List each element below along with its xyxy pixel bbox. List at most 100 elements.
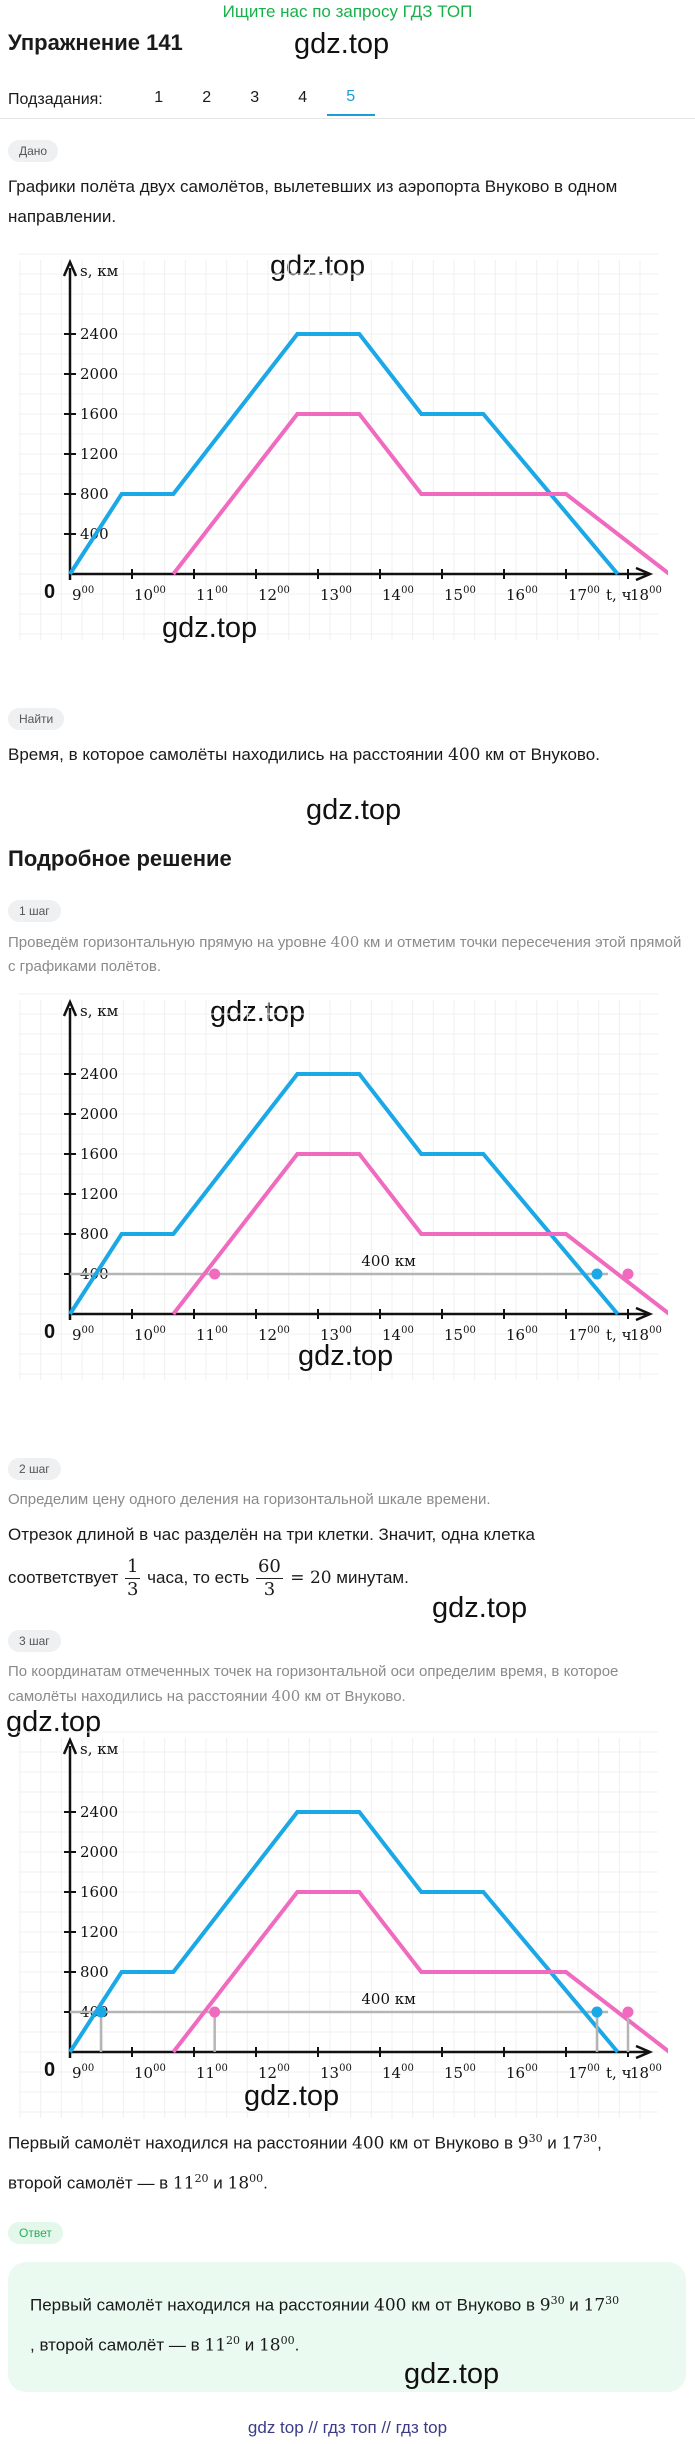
x-tick-label: 1500 — [444, 585, 476, 604]
watermark: gdz.top — [210, 996, 306, 1028]
find-chip: Найти — [8, 708, 65, 730]
chart-step1: s, км 400 800 1200 1600 2000 2400 900 1000 1100 12… — [8, 980, 668, 1390]
y-axis-label: s, км — [80, 1740, 119, 1758]
y-axis-arrow — [62, 258, 78, 277]
watermark: gdz.top — [404, 2358, 500, 2390]
chart-grid — [18, 1731, 658, 2118]
y-tick-label: 2000 — [80, 365, 118, 383]
subtask-tabs: Подзадания: 1 2 3 4 5 — [8, 84, 375, 116]
origin-label: 0 — [44, 581, 55, 603]
y-tick-label: 800 — [80, 1963, 109, 1981]
tab-2[interactable]: 2 — [202, 89, 212, 106]
x-tick-label: 1300 — [320, 585, 352, 604]
watermark: gdz.top — [6, 1706, 102, 1738]
watermark: gdz.top — [294, 28, 390, 60]
y-tick-label: 2400 — [80, 1803, 118, 1821]
y-tick-label: 1600 — [80, 405, 118, 423]
y-tick-label: 1200 — [80, 1185, 118, 1203]
y-axis-arrow — [62, 998, 78, 1017]
top-banner[interactable]: Ищите нас по запросу ГДЗ ТОП — [222, 2, 473, 21]
given-text: Графики полёта двух самолётов, вылетевши… — [8, 177, 618, 226]
y-tick-label: 2400 — [80, 325, 118, 343]
x-tick-label: 1600 — [506, 585, 538, 604]
watermark: gdz.top — [244, 2080, 340, 2112]
watermark: gdz.top — [298, 1340, 394, 1372]
x-tick-label: 1400 — [382, 2063, 414, 2082]
intersection-point-plane1 — [591, 1268, 603, 1280]
x-axis-label: t, ч — [606, 1326, 632, 1344]
tab-5[interactable]: 5 — [326, 84, 375, 116]
step2-gray: Определим цену одного деления на горизон… — [8, 1491, 491, 1508]
y-tick-label: 800 — [80, 1225, 109, 1243]
tab-1[interactable]: 1 — [154, 89, 164, 106]
y-tick-label: 1600 — [80, 1145, 118, 1163]
x-tick-label: 1000 — [134, 1325, 166, 1344]
x-tick-label: 1000 — [134, 2063, 166, 2082]
series-line-plane1 — [68, 1810, 620, 2054]
footer-links[interactable]: gdz top // гдз топ // гдз top — [247, 2418, 448, 2437]
step2-line1: Отрезок длиной в час разделён на три кле… — [8, 1525, 536, 1544]
step3-chip: 3 шаг — [8, 1630, 61, 1652]
series-line-plane1 — [68, 1072, 620, 1316]
y-tick-label: 2000 — [80, 1105, 118, 1123]
x-tick-label: 1800 — [630, 2063, 662, 2082]
intersection-point-plane1 — [591, 2006, 603, 2018]
x-tick-label: 1200 — [258, 585, 290, 604]
y-axis-label: s, км — [80, 262, 119, 280]
tab-3[interactable]: 3 — [250, 89, 260, 106]
watermark: gdz.top — [306, 794, 402, 826]
answer-line2: , второй самолёт — в 1120 и 1800. — [30, 2334, 300, 2356]
guide-label: 400 км — [361, 1252, 416, 1270]
given-chip: Дано — [8, 140, 59, 162]
x-tick-label: 1000 — [134, 585, 166, 604]
x-tick-label: 1100 — [196, 2063, 228, 2082]
x-tick-label: 900 — [72, 1325, 94, 1344]
watermark: gdz.top — [432, 1592, 528, 1624]
y-axis-arrow — [62, 1736, 78, 1755]
x-tick-label: 1500 — [444, 1325, 476, 1344]
fraction: 60 3 — [255, 1556, 283, 1600]
series-line-plane1 — [68, 332, 620, 576]
find-text: Время, в которое самолёты находились на … — [8, 745, 600, 765]
y-axis-label: s, км — [80, 1002, 119, 1020]
series-line-plane2 — [171, 412, 668, 576]
y-tick-label: 2400 — [80, 1065, 118, 1083]
step3-result-line2: второй самолёт — в 1120 и 1800. — [8, 2172, 268, 2194]
x-tick-label: 1400 — [382, 585, 414, 604]
guide-label: 400 км — [361, 1990, 416, 2008]
tab-4[interactable]: 4 — [298, 89, 308, 106]
series-line-plane2 — [171, 1890, 668, 2054]
x-axis-arrow — [635, 1306, 654, 1322]
x-tick-label: 900 — [72, 585, 94, 604]
intersection-point-plane1 — [95, 2006, 107, 2018]
solution-title: Подробное решение — [8, 846, 232, 871]
step1-chip: 1 шаг — [8, 900, 61, 922]
x-tick-label: 1800 — [630, 585, 662, 604]
x-tick-label: 1600 — [506, 1325, 538, 1344]
x-tick-label: 1100 — [196, 585, 228, 604]
x-tick-label: 1600 — [506, 2063, 538, 2082]
x-axis-label: t, ч — [606, 586, 632, 604]
answer-chip: Ответ — [8, 2222, 63, 2244]
y-tick-label: 1200 — [80, 445, 118, 463]
divider — [0, 118, 695, 119]
intersection-point-plane2 — [622, 2006, 634, 2018]
x-tick-label: 900 — [72, 2063, 94, 2082]
watermark: gdz.top — [162, 612, 258, 644]
x-tick-label: 1100 — [196, 1325, 228, 1344]
x-axis-arrow — [635, 2044, 654, 2060]
x-axis-arrow — [635, 566, 654, 582]
watermark: gdz.top — [270, 250, 366, 282]
y-tick-label: 2000 — [80, 1843, 118, 1861]
chart-given: s, км 400 800 1200 1600 2000 2400 900 1000 1100 12… — [8, 240, 668, 650]
series-line-plane2 — [171, 1152, 668, 1316]
intersection-point-plane2 — [622, 1268, 634, 1280]
answer-line1: Первый самолёт находился на расстоянии 4… — [30, 2294, 620, 2316]
x-tick-label: 1200 — [258, 1325, 290, 1344]
x-tick-label: 1700 — [568, 585, 600, 604]
answer-box — [8, 2262, 686, 2392]
x-tick-label: 1500 — [444, 2063, 476, 2082]
x-tick-label: 1700 — [568, 2063, 600, 2082]
